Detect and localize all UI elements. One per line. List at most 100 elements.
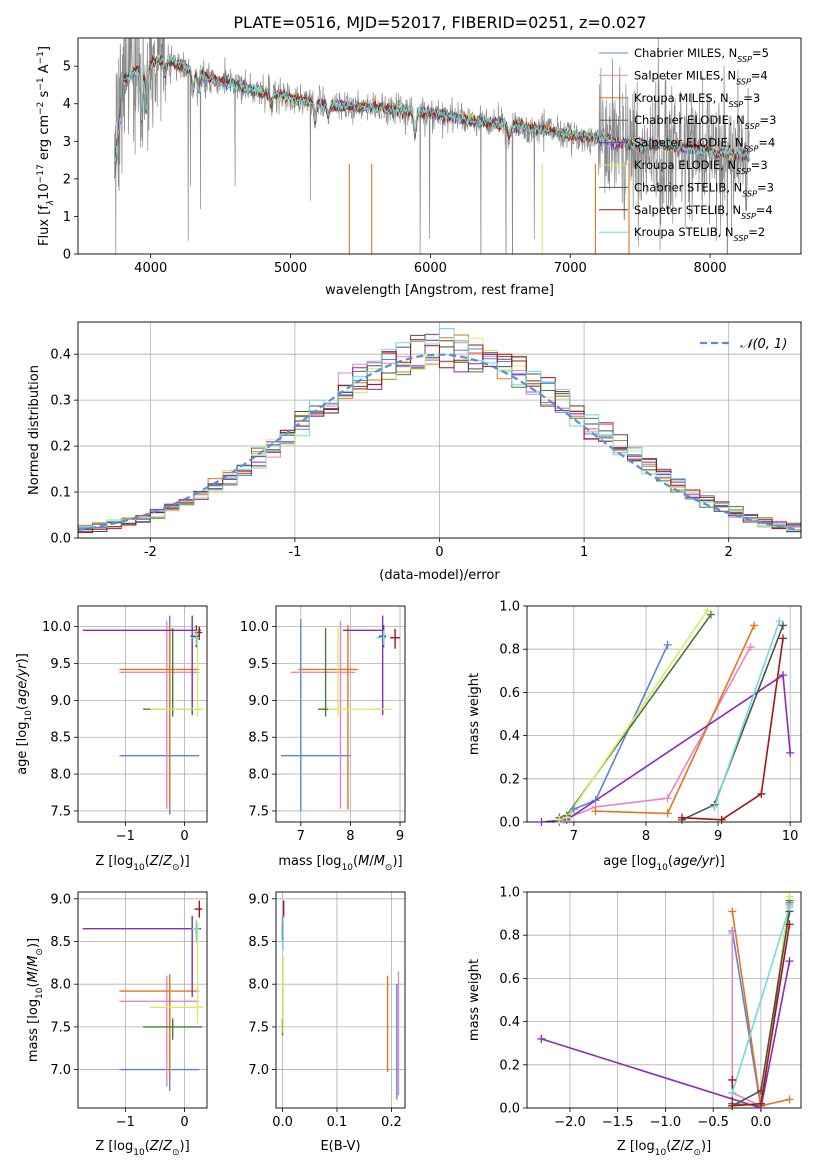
- label-part: M: [26, 971, 41, 982]
- label-part: )]: [180, 854, 190, 869]
- legend-label-krou_stelib: Kroupa STELIB, NSSP=2: [634, 225, 765, 243]
- legend-subscript: SSP: [741, 211, 756, 220]
- legend-subscript: SSP: [736, 167, 751, 176]
- axes-frame: 7 8 9 10 0.0 0.2 0.4 0.6 0.8 1.0 mass weight age [l…: [467, 600, 802, 873]
- y-tick-label: 0.2: [499, 772, 520, 787]
- y-tick-label: 0.4: [499, 1015, 520, 1030]
- y-tick-label: 0.0: [499, 1102, 520, 1117]
- y-tick-label: 7.0: [50, 1063, 71, 1078]
- legend-count: =4: [758, 136, 775, 150]
- legend-name: Chabrier MILES, N: [634, 46, 737, 60]
- weight-line-salp_elodie: [541, 960, 791, 1108]
- y-tick-label: 9.0: [248, 892, 269, 907]
- label-part: −1: [36, 77, 46, 90]
- y-tick-label: 7.5: [50, 1020, 71, 1035]
- panel-spectrum: 4000 5000 6000 7000 8000 0 1 2 3 4 5 PLATE=0516, MJ…: [36, 13, 802, 298]
- label-part: age [log: [15, 722, 30, 775]
- model-line-salp_stelib: [114, 55, 750, 179]
- axes-border: [275, 891, 406, 1109]
- y-tick-label: 0.4: [50, 348, 71, 363]
- weight-marker-krou_elodie: [785, 892, 794, 901]
- weight-marker-salp_elodie: [778, 671, 787, 680]
- legend-label-chab_stelib: Chabrier STELIB, NSSP=3: [634, 180, 774, 198]
- label-part: 10: [133, 1148, 145, 1158]
- label-part: )]: [392, 854, 402, 869]
- legend-name: Salpeter ELODIE, N: [634, 136, 744, 150]
- y-tick-label: 1.0: [499, 600, 520, 615]
- weight-marker-chab_stelib: [778, 621, 787, 630]
- legend-name: Chabrier ELODIE, N: [634, 113, 745, 127]
- weight-marker-krou_stelib: [775, 617, 784, 626]
- axes-frame: 0.0 0.1 0.2 7.0 7.5 8.0 8.5 9.0 E(B-V): [248, 891, 406, 1154]
- x-axis-label: mass [log10(M/M⊙)]: [278, 854, 402, 873]
- label-part: Z: [670, 1139, 681, 1154]
- y-tick-label: 8.0: [248, 978, 269, 993]
- legend-subscript: SSP: [734, 234, 749, 243]
- x-tick-label: 7000: [554, 261, 587, 276]
- weight-marker-salp_stelib: [728, 1101, 737, 1110]
- y-tick-label: 8.5: [50, 935, 71, 950]
- y-tick-label: 8.0: [50, 768, 71, 783]
- label-part: )]: [26, 938, 41, 948]
- legend-count: =3: [751, 158, 768, 172]
- x-tick-label: 9: [714, 829, 722, 844]
- x-axis-label: (data-model)/error: [379, 568, 500, 583]
- label-part: Z [log: [95, 854, 133, 869]
- x-tick-label: 5000: [274, 261, 307, 276]
- weight-marker-salp_stelib: [728, 1075, 737, 1084]
- panel-mass_vs_ebv: 0.0 0.1 0.2 7.0 7.5 8.0 8.5 9.0 E(B-V): [248, 891, 406, 1154]
- y-tick-label: 8.5: [248, 731, 269, 746]
- y-tick-label: 1: [63, 210, 71, 225]
- label-part: )]: [180, 1139, 190, 1154]
- y-tick-label: 9.5: [50, 657, 71, 672]
- y-tick-label: 1.0: [499, 886, 520, 901]
- plot-area: [82, 615, 204, 815]
- y-tick-label: 10.0: [42, 620, 71, 635]
- label-part: Z: [684, 1139, 695, 1154]
- plot-area: [280, 615, 401, 811]
- label-part: 10: [35, 987, 45, 999]
- legend-label-chab_miles: Chabrier MILES, NSSP=5: [634, 46, 769, 64]
- y-axis-label: age [log10(age/yr)]: [15, 653, 34, 775]
- weight-line-salp_stelib: [681, 638, 784, 821]
- y-tick-label: 0.6: [499, 972, 520, 987]
- y-tick-label: 8.5: [248, 935, 269, 950]
- panel-mass_vs_Z: −1 07.07.58.08.59.0Z [log10(Z/Z⊙)]mass [l…: [26, 891, 208, 1158]
- x-axis-label: age [log10(age/yr)]: [603, 854, 725, 873]
- y-tick-label: 4: [63, 97, 71, 112]
- weight-marker-krou_elodie: [555, 815, 564, 824]
- x-tick-label: 0: [180, 1115, 188, 1130]
- x-tick-label: −1: [116, 829, 135, 844]
- label-part: M: [374, 854, 385, 869]
- legend-label-salp_stelib: Salpeter STELIB, NSSP=4: [634, 203, 773, 221]
- y-tick-label: 0.3: [50, 394, 71, 409]
- weight-marker-krou_elodie: [562, 813, 571, 822]
- y-tick-label: 0: [63, 248, 71, 263]
- y-axis-label: mass weight: [467, 673, 482, 755]
- y-axis-label: Normed distribution: [27, 365, 42, 495]
- legend-label-chab_elodie: Chabrier ELODIE, NSSP=3: [634, 113, 776, 131]
- weight-marker-salp_miles: [663, 794, 672, 803]
- label-part: /: [26, 966, 41, 971]
- label-part: M: [358, 854, 369, 869]
- label-part: (: [145, 1139, 150, 1154]
- y-tick-label: 8.0: [50, 978, 71, 993]
- label-part: ⊙: [35, 948, 45, 956]
- x-tick-label: 1: [580, 545, 588, 560]
- label-part: Z [log: [95, 1139, 133, 1154]
- axes-frame: −2.0 −1.5 −1.0 −0.5 0.0 0.0 0.2 0.4 0.6 0.8 1.0 mas…: [467, 886, 802, 1158]
- label-part: −2: [36, 102, 46, 115]
- x-tick-label: 4000: [134, 261, 167, 276]
- x-tick-label: 10: [782, 829, 799, 844]
- label-part: )]: [701, 1139, 711, 1154]
- y-tick-label: 0.0: [499, 816, 520, 831]
- x-tick-label: 9: [396, 829, 404, 844]
- label-part: 10: [133, 863, 145, 873]
- weight-marker-krou_miles: [785, 1095, 794, 1104]
- weight-line-chab_miles: [558, 644, 669, 822]
- weight-line-krou_stelib: [713, 620, 781, 808]
- label-part: ⊙: [693, 1148, 701, 1158]
- panel-weight_vs_age: 7 8 9 10 0.0 0.2 0.4 0.6 0.8 1.0 mass weight age [l…: [467, 600, 802, 873]
- x-tick-label: 7: [297, 829, 305, 844]
- x-axis-label: Z [log10(Z/Z⊙)]: [95, 854, 189, 873]
